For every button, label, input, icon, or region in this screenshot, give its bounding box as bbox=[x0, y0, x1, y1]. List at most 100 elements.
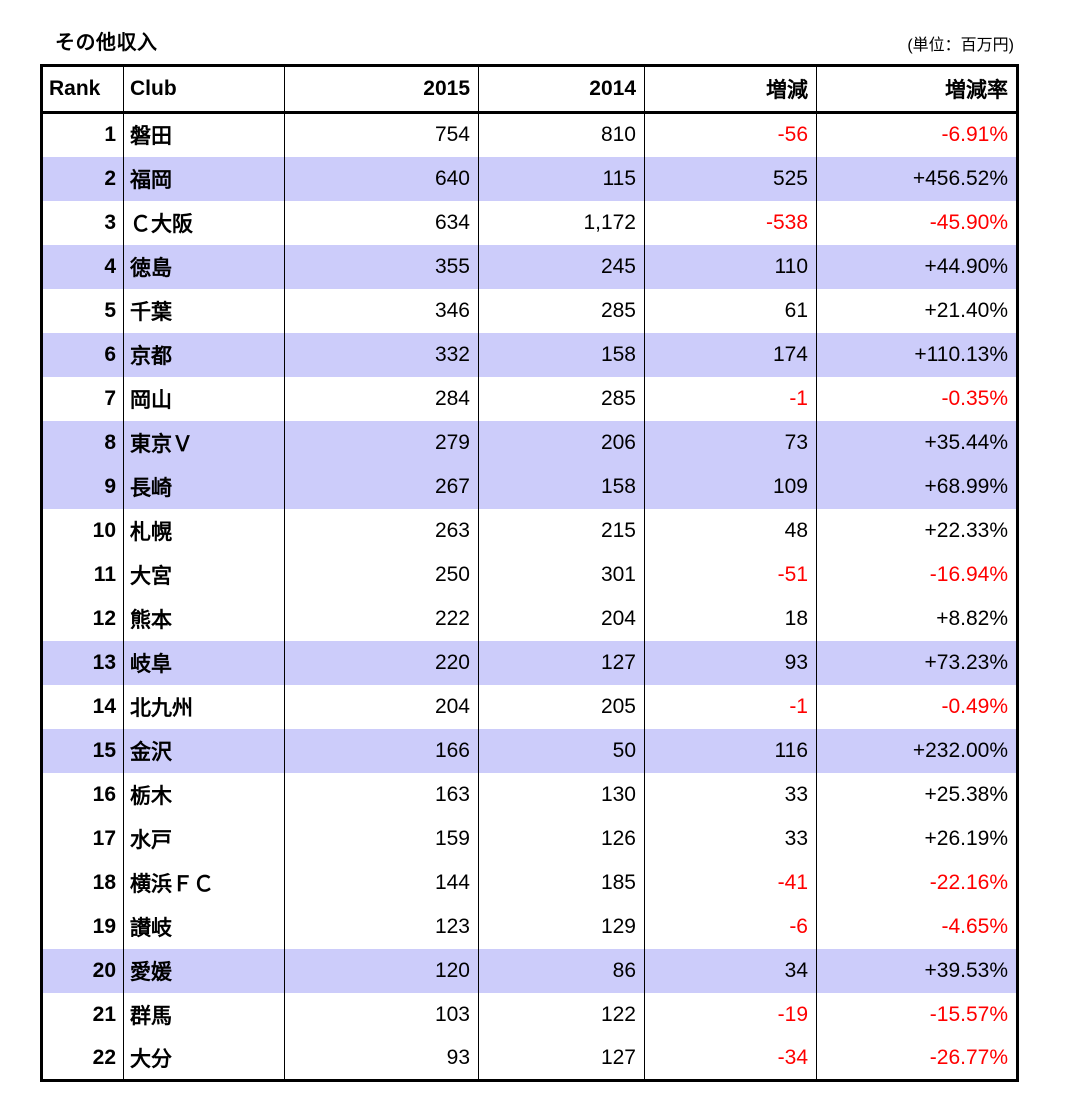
diff-cell: -56 bbox=[644, 112, 817, 157]
diff-cell: 33 bbox=[644, 772, 817, 817]
value-2014-cell: 127 bbox=[478, 640, 645, 685]
value-2015-cell: 120 bbox=[284, 948, 479, 993]
table-row: 11 大宮 250 301 -51 -16.94% bbox=[41, 552, 1018, 597]
rate-cell: -45.90% bbox=[816, 200, 1018, 245]
rate-cell: +25.38% bbox=[816, 772, 1018, 817]
table-row: 13 岐阜 220 127 93 +73.23% bbox=[41, 640, 1018, 685]
diff-cell: 18 bbox=[644, 596, 817, 641]
diff-cell: -1 bbox=[644, 684, 817, 729]
diff-cell: 525 bbox=[644, 156, 817, 201]
value-2015-cell: 222 bbox=[284, 596, 479, 641]
rank-cell: 14 bbox=[41, 684, 124, 729]
value-2015-cell: 640 bbox=[284, 156, 479, 201]
club-cell: 讃岐 bbox=[123, 904, 285, 949]
diff-cell: 73 bbox=[644, 420, 817, 465]
table-row: 5 千葉 346 285 61 +21.40% bbox=[41, 288, 1018, 333]
value-2014-cell: 130 bbox=[478, 772, 645, 817]
rank-cell: 17 bbox=[41, 816, 124, 861]
club-cell: 札幌 bbox=[123, 508, 285, 553]
rank-cell: 10 bbox=[41, 508, 124, 553]
club-cell: 金沢 bbox=[123, 728, 285, 773]
rank-cell: 6 bbox=[41, 332, 124, 377]
value-2015-cell: 144 bbox=[284, 860, 479, 905]
rate-cell: +456.52% bbox=[816, 156, 1018, 201]
club-cell: 福岡 bbox=[123, 156, 285, 201]
rank-cell: 4 bbox=[41, 244, 124, 289]
value-2015-cell: 250 bbox=[284, 552, 479, 597]
rank-cell: 1 bbox=[41, 112, 124, 157]
value-2014-cell: 50 bbox=[478, 728, 645, 773]
table-row: 20 愛媛 120 86 34 +39.53% bbox=[41, 948, 1018, 993]
diff-cell: -1 bbox=[644, 376, 817, 421]
rank-cell: 3 bbox=[41, 200, 124, 245]
value-2015-cell: 263 bbox=[284, 508, 479, 553]
table-row: 14 北九州 204 205 -1 -0.49% bbox=[41, 684, 1018, 729]
diff-cell: 61 bbox=[644, 288, 817, 333]
rate-cell: +39.53% bbox=[816, 948, 1018, 993]
value-2015-cell: 346 bbox=[284, 288, 479, 333]
rate-cell: +110.13% bbox=[816, 332, 1018, 377]
value-2014-cell: 204 bbox=[478, 596, 645, 641]
value-2014-cell: 206 bbox=[478, 420, 645, 465]
value-2014-cell: 158 bbox=[478, 332, 645, 377]
value-2015-cell: 634 bbox=[284, 200, 479, 245]
table-row: 8 東京Ｖ 279 206 73 +35.44% bbox=[41, 420, 1018, 465]
value-2014-cell: 810 bbox=[478, 112, 645, 157]
value-2015-cell: 123 bbox=[284, 904, 479, 949]
value-2014-cell: 215 bbox=[478, 508, 645, 553]
club-cell: 長崎 bbox=[123, 464, 285, 509]
rate-cell: -16.94% bbox=[816, 552, 1018, 597]
column-header-rate: 増減率 bbox=[816, 65, 1018, 113]
value-2015-cell: 166 bbox=[284, 728, 479, 773]
value-2015-cell: 754 bbox=[284, 112, 479, 157]
table-header-row: Rank Club 2015 2014 増減 増減率 bbox=[41, 65, 1018, 113]
club-cell: Ｃ大阪 bbox=[123, 200, 285, 245]
rate-cell: +21.40% bbox=[816, 288, 1018, 333]
rate-cell: +232.00% bbox=[816, 728, 1018, 773]
value-2014-cell: 86 bbox=[478, 948, 645, 993]
unit-label: (単位：百万円) bbox=[907, 37, 1014, 54]
rate-cell: -26.77% bbox=[816, 1036, 1018, 1081]
column-header-diff: 増減 bbox=[644, 65, 817, 113]
value-2014-cell: 1,172 bbox=[478, 200, 645, 245]
column-header-2015: 2015 bbox=[284, 65, 479, 113]
rate-cell: +68.99% bbox=[816, 464, 1018, 509]
diff-cell: -51 bbox=[644, 552, 817, 597]
table-row: 21 群馬 103 122 -19 -15.57% bbox=[41, 992, 1018, 1037]
rate-cell: -4.65% bbox=[816, 904, 1018, 949]
value-2015-cell: 332 bbox=[284, 332, 479, 377]
rank-cell: 21 bbox=[41, 992, 124, 1037]
diff-cell: 116 bbox=[644, 728, 817, 773]
rank-cell: 22 bbox=[41, 1036, 124, 1081]
value-2015-cell: 267 bbox=[284, 464, 479, 509]
rate-cell: -15.57% bbox=[816, 992, 1018, 1037]
rate-cell: +73.23% bbox=[816, 640, 1018, 685]
diff-cell: -538 bbox=[644, 200, 817, 245]
diff-cell: 34 bbox=[644, 948, 817, 993]
table-row: 6 京都 332 158 174 +110.13% bbox=[41, 332, 1018, 377]
rate-cell: +35.44% bbox=[816, 420, 1018, 465]
value-2014-cell: 122 bbox=[478, 992, 645, 1037]
diff-cell: 33 bbox=[644, 816, 817, 861]
value-2014-cell: 158 bbox=[478, 464, 645, 509]
club-cell: 水戸 bbox=[123, 816, 285, 861]
column-header-club: Club bbox=[123, 65, 285, 113]
club-cell: 大分 bbox=[123, 1036, 285, 1081]
club-cell: 京都 bbox=[123, 332, 285, 377]
diff-cell: 110 bbox=[644, 244, 817, 289]
value-2015-cell: 284 bbox=[284, 376, 479, 421]
table-row: 7 岡山 284 285 -1 -0.35% bbox=[41, 376, 1018, 421]
value-2014-cell: 185 bbox=[478, 860, 645, 905]
value-2014-cell: 285 bbox=[478, 376, 645, 421]
table-row: 18 横浜ＦＣ 144 185 -41 -22.16% bbox=[41, 860, 1018, 905]
value-2015-cell: 103 bbox=[284, 992, 479, 1037]
diff-cell: 174 bbox=[644, 332, 817, 377]
value-2014-cell: 126 bbox=[478, 816, 645, 861]
page-title: その他収入 bbox=[55, 32, 158, 54]
table-row: 2 福岡 640 115 525 +456.52% bbox=[41, 156, 1018, 201]
rank-cell: 7 bbox=[41, 376, 124, 421]
club-cell: 徳島 bbox=[123, 244, 285, 289]
club-cell: 磐田 bbox=[123, 112, 285, 157]
diff-cell: 109 bbox=[644, 464, 817, 509]
table-row: 10 札幌 263 215 48 +22.33% bbox=[41, 508, 1018, 553]
